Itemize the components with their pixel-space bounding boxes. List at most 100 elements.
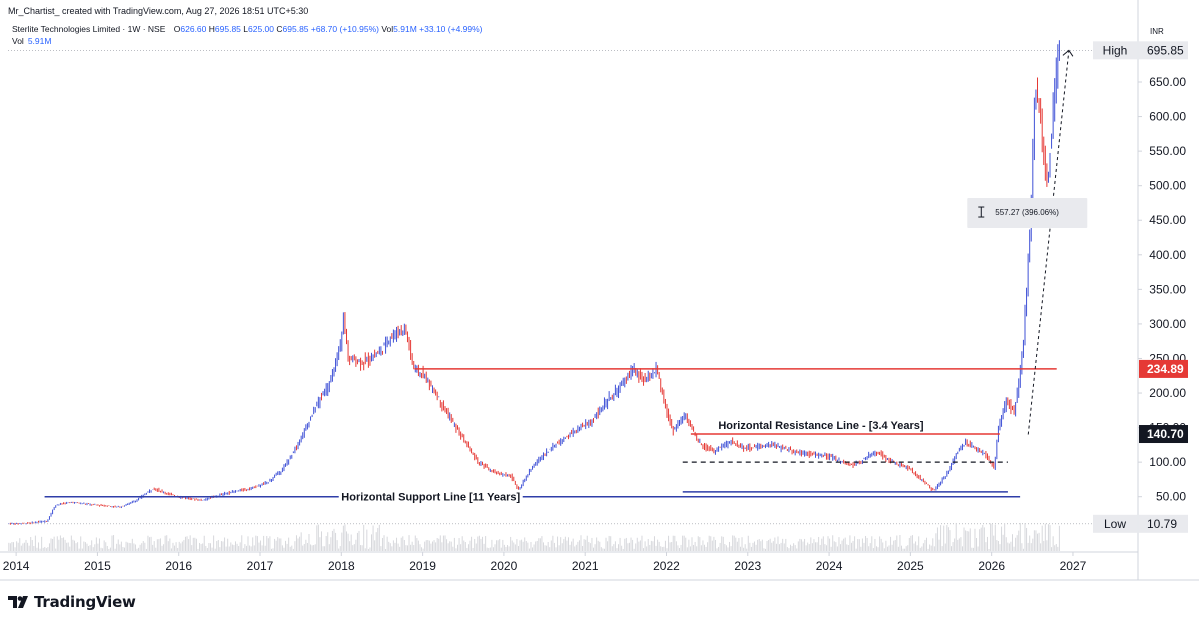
- volume-bar: [536, 540, 538, 551]
- volume-bar: [951, 546, 953, 551]
- volume-bar: [635, 543, 637, 551]
- resistance-price-badge: [1139, 359, 1188, 378]
- volume-bar: [8, 542, 10, 551]
- volume-bar: [510, 536, 512, 551]
- volume-bar: [539, 538, 541, 551]
- volume-bar: [466, 547, 468, 551]
- volume-bar: [955, 522, 957, 551]
- volume-bar: [496, 540, 498, 551]
- volume-bar: [285, 540, 287, 551]
- volume-bar: [170, 548, 172, 551]
- volume-bar: [693, 544, 695, 551]
- volume-bar: [482, 536, 484, 551]
- volume-bar: [957, 539, 959, 551]
- volume-bar: [441, 542, 443, 551]
- volume-bar: [936, 527, 938, 551]
- close-label: C: [276, 24, 283, 34]
- y-tick-label: 500.00: [1149, 179, 1186, 193]
- volume-bar: [280, 538, 282, 551]
- volume-bar: [816, 542, 818, 551]
- volume-bar: [113, 535, 115, 551]
- volume-bar: [750, 546, 752, 551]
- volume-bar: [124, 547, 126, 551]
- volume-bar: [694, 541, 696, 551]
- x-tick-label: 2022: [653, 559, 680, 573]
- high-value: 695.85: [214, 24, 241, 34]
- volume-bar: [430, 543, 432, 551]
- volume-bar: [714, 539, 716, 551]
- volume-bar: [77, 542, 79, 551]
- volume-bar: [938, 539, 940, 551]
- volume-bar: [25, 539, 27, 551]
- volume-bar: [238, 546, 240, 551]
- y-tick-label: 350.00: [1149, 282, 1186, 296]
- volume-bar: [739, 546, 741, 551]
- volume-bar: [869, 543, 871, 551]
- volume-bar: [159, 538, 161, 551]
- volume-bar: [1057, 546, 1059, 551]
- volume-bar: [647, 539, 649, 551]
- volume-bar: [704, 544, 706, 551]
- volume-bar: [913, 543, 915, 551]
- vol-value: 5.91M: [393, 24, 417, 34]
- y-tick-label: 650.00: [1149, 75, 1186, 89]
- volume-bar: [130, 543, 132, 551]
- support-label-bg: [338, 489, 523, 504]
- volume-bar: [524, 537, 526, 551]
- volume-bar: [555, 547, 557, 551]
- volume-bar: [250, 546, 252, 551]
- volume-bar: [596, 537, 598, 551]
- volume-bar: [400, 537, 402, 551]
- volume-bar: [976, 538, 978, 551]
- high-word: High: [1103, 43, 1128, 57]
- volume-bar: [575, 544, 577, 551]
- brand-logo[interactable]: TradingView: [8, 592, 136, 612]
- volume-bar: [427, 540, 429, 551]
- volume-bar: [231, 544, 233, 551]
- volume-bar: [428, 540, 430, 551]
- volume-bar: [310, 544, 312, 551]
- x-tick-label: 2020: [491, 559, 518, 573]
- volume-bar: [311, 545, 313, 551]
- volume-bar: [391, 546, 393, 551]
- volume-bar: [91, 540, 93, 551]
- low-label: L: [243, 24, 249, 34]
- volume-bar: [528, 548, 530, 551]
- volume-bar: [786, 547, 788, 551]
- volume-bar: [486, 547, 488, 551]
- volume-bar: [1052, 536, 1054, 551]
- x-tick-label: 2027: [1060, 559, 1087, 573]
- volume-bar: [410, 544, 412, 551]
- volume-bar: [184, 536, 186, 551]
- volume-bar: [399, 546, 401, 551]
- volume-bar: [580, 535, 582, 551]
- volume-bar: [256, 536, 258, 551]
- volume-bar: [732, 535, 734, 551]
- volume-bar: [161, 545, 163, 551]
- volume-bar: [488, 548, 490, 551]
- volume-bar: [682, 535, 684, 551]
- volume-bar: [438, 538, 440, 551]
- volume-bar: [824, 544, 826, 551]
- volume-bar: [961, 546, 963, 551]
- volume-bar: [195, 538, 197, 551]
- volume-bar: [841, 540, 843, 551]
- volume-bar: [344, 524, 346, 551]
- volume-bar: [358, 530, 360, 551]
- volume-bar: [663, 546, 665, 551]
- volume-bar: [30, 536, 32, 551]
- x-tick-label: 2023: [734, 559, 761, 573]
- volume-bar: [597, 540, 599, 551]
- volume-bar: [583, 539, 585, 551]
- support-label: Horizontal Support Line [11 Years]: [341, 492, 520, 504]
- volume-bar: [752, 542, 754, 551]
- volume-bar: [699, 537, 701, 551]
- volume-bar: [13, 542, 15, 551]
- volume-bar: [904, 548, 906, 551]
- volume-bar: [707, 542, 709, 551]
- volume-bar: [16, 541, 18, 551]
- volume-bar: [879, 536, 881, 551]
- volume-bar: [521, 539, 523, 551]
- volume-bar: [289, 546, 291, 551]
